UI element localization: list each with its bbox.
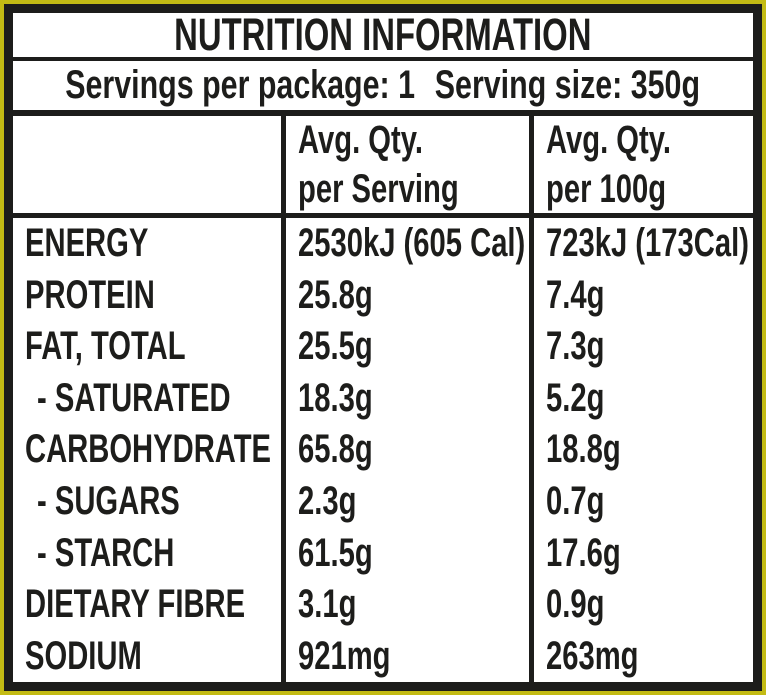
value-per-serving: 921mg bbox=[281, 630, 529, 682]
panel-title: NUTRITION INFORMATION bbox=[174, 9, 592, 60]
serving-size: Serving size: 350g bbox=[435, 63, 701, 107]
column-header-per-100g: Avg. Qty. per 100g bbox=[529, 116, 753, 218]
nutrient-name-sub: - SUGARS bbox=[37, 479, 180, 524]
column-header-per-serving: Avg. Qty. per Serving bbox=[281, 116, 529, 218]
nutrient-name: FAT, TOTAL bbox=[25, 324, 186, 369]
value-per-100g: 0.9g bbox=[529, 578, 753, 631]
value-per-100g: 17.6g bbox=[529, 527, 753, 579]
nutrient-name: CARBOHYDRATE bbox=[25, 427, 272, 472]
value-per-100g: 5.2g bbox=[529, 372, 753, 425]
servings-line: Servings per package: 1 Serving size: 35… bbox=[66, 63, 701, 108]
value-per-serving: 65.8g bbox=[281, 424, 529, 476]
value-per-100g: 723kJ (173Cal) bbox=[529, 218, 753, 270]
nutrient-name: SODIUM bbox=[25, 633, 142, 678]
title-row: NUTRITION INFORMATION bbox=[13, 13, 753, 61]
value-per-serving: 61.5g bbox=[281, 527, 529, 579]
value-per-serving: 25.8g bbox=[281, 269, 529, 322]
value-per-serving: 3.1g bbox=[281, 578, 529, 631]
nutrient-name-sub: - STARCH bbox=[37, 530, 175, 575]
value-per-100g: 0.7g bbox=[529, 475, 753, 528]
value-per-serving: 18.3g bbox=[281, 372, 529, 425]
servings-per-package: Servings per package: 1 bbox=[65, 63, 416, 107]
column-header-per-100g-text: Avg. Qty. per 100g bbox=[546, 117, 671, 211]
value-per-100g: 18.8g bbox=[529, 424, 753, 476]
servings-row: Servings per package: 1 Serving size: 35… bbox=[13, 61, 753, 116]
value-per-100g: 263mg bbox=[529, 630, 753, 682]
column-header-empty bbox=[13, 116, 281, 218]
nutrient-name: PROTEIN bbox=[25, 272, 155, 317]
value-per-serving: 2530kJ (605 Cal) bbox=[281, 218, 529, 270]
nutrient-name: DIETARY FIBRE bbox=[25, 582, 246, 627]
value-per-100g: 7.4g bbox=[529, 269, 753, 322]
nutrition-panel: NUTRITION INFORMATION Servings per packa… bbox=[4, 4, 762, 691]
column-header-per-serving-text: Avg. Qty. per Serving bbox=[298, 117, 459, 211]
value-per-100g: 7.3g bbox=[529, 321, 753, 373]
value-per-serving: 25.5g bbox=[281, 321, 529, 373]
nutrient-name-sub: - SATURATED bbox=[37, 375, 231, 420]
nutrition-table: Avg. Qty. per Serving Avg. Qty. per 100g E… bbox=[13, 116, 753, 682]
nutrient-name: ENERGY bbox=[25, 221, 149, 266]
value-per-serving: 2.3g bbox=[281, 475, 529, 528]
